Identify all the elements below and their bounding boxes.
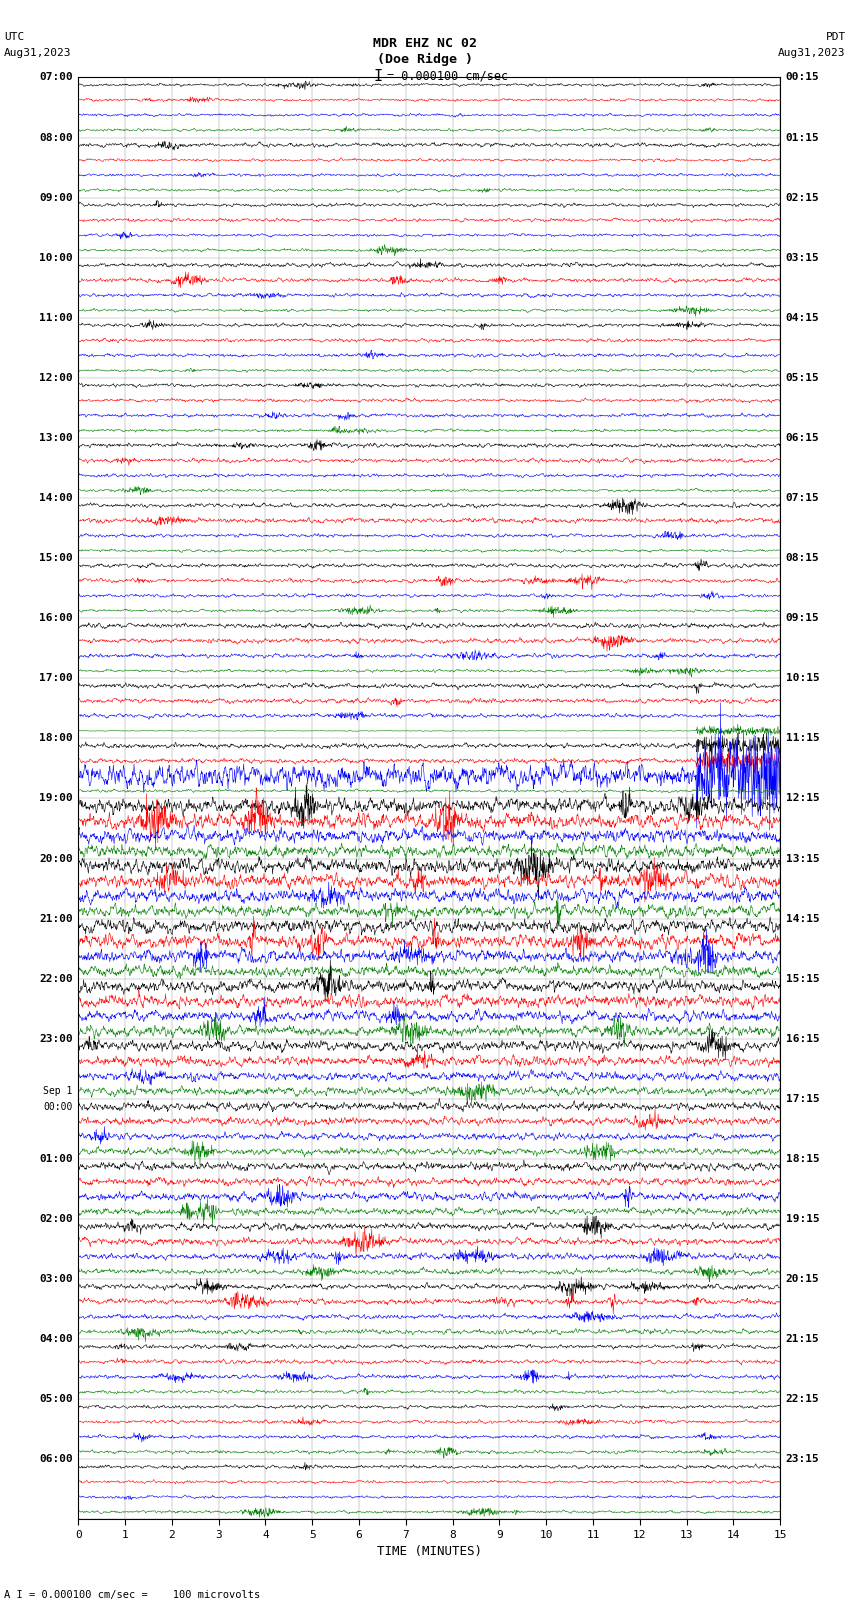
Text: I: I bbox=[374, 69, 382, 84]
Text: 00:00: 00:00 bbox=[43, 1102, 72, 1111]
Text: 04:00: 04:00 bbox=[39, 1334, 72, 1344]
Text: 10:00: 10:00 bbox=[39, 253, 72, 263]
Text: 14:00: 14:00 bbox=[39, 494, 72, 503]
Text: 11:00: 11:00 bbox=[39, 313, 72, 323]
Text: 07:00: 07:00 bbox=[39, 73, 72, 82]
Text: 09:15: 09:15 bbox=[786, 613, 819, 623]
Text: 23:15: 23:15 bbox=[786, 1455, 819, 1465]
Text: 20:15: 20:15 bbox=[786, 1274, 819, 1284]
Text: = 0.000100 cm/sec: = 0.000100 cm/sec bbox=[387, 69, 507, 82]
Text: 18:15: 18:15 bbox=[786, 1153, 819, 1165]
Text: 14:15: 14:15 bbox=[786, 913, 819, 924]
Text: 07:15: 07:15 bbox=[786, 494, 819, 503]
Text: 01:15: 01:15 bbox=[786, 132, 819, 142]
Text: 12:00: 12:00 bbox=[39, 373, 72, 382]
Text: A I = 0.000100 cm/sec =    100 microvolts: A I = 0.000100 cm/sec = 100 microvolts bbox=[4, 1590, 260, 1600]
Text: 04:15: 04:15 bbox=[786, 313, 819, 323]
Text: 21:15: 21:15 bbox=[786, 1334, 819, 1344]
Text: 08:00: 08:00 bbox=[39, 132, 72, 142]
Text: 13:00: 13:00 bbox=[39, 432, 72, 444]
Text: 19:00: 19:00 bbox=[39, 794, 72, 803]
Text: 17:00: 17:00 bbox=[39, 673, 72, 684]
Text: UTC: UTC bbox=[4, 32, 25, 42]
Text: 19:15: 19:15 bbox=[786, 1215, 819, 1224]
Text: 05:15: 05:15 bbox=[786, 373, 819, 382]
Text: 05:00: 05:00 bbox=[39, 1394, 72, 1405]
Text: 03:00: 03:00 bbox=[39, 1274, 72, 1284]
Text: 21:00: 21:00 bbox=[39, 913, 72, 924]
Text: Aug31,2023: Aug31,2023 bbox=[4, 48, 71, 58]
Text: 22:00: 22:00 bbox=[39, 974, 72, 984]
Text: 10:15: 10:15 bbox=[786, 673, 819, 684]
Text: Aug31,2023: Aug31,2023 bbox=[779, 48, 846, 58]
Text: 00:15: 00:15 bbox=[786, 73, 819, 82]
Text: 15:00: 15:00 bbox=[39, 553, 72, 563]
Text: 16:15: 16:15 bbox=[786, 1034, 819, 1044]
Text: Sep 1: Sep 1 bbox=[43, 1086, 72, 1097]
Text: 17:15: 17:15 bbox=[786, 1094, 819, 1103]
Text: 06:15: 06:15 bbox=[786, 432, 819, 444]
X-axis label: TIME (MINUTES): TIME (MINUTES) bbox=[377, 1545, 482, 1558]
Text: 22:15: 22:15 bbox=[786, 1394, 819, 1405]
Text: 09:00: 09:00 bbox=[39, 192, 72, 203]
Text: MDR EHZ NC 02: MDR EHZ NC 02 bbox=[373, 37, 477, 50]
Text: (Doe Ridge ): (Doe Ridge ) bbox=[377, 53, 473, 66]
Text: 08:15: 08:15 bbox=[786, 553, 819, 563]
Text: 18:00: 18:00 bbox=[39, 734, 72, 744]
Text: 02:15: 02:15 bbox=[786, 192, 819, 203]
Text: 23:00: 23:00 bbox=[39, 1034, 72, 1044]
Text: 13:15: 13:15 bbox=[786, 853, 819, 863]
Text: 20:00: 20:00 bbox=[39, 853, 72, 863]
Text: 02:00: 02:00 bbox=[39, 1215, 72, 1224]
Text: 12:15: 12:15 bbox=[786, 794, 819, 803]
Text: 15:15: 15:15 bbox=[786, 974, 819, 984]
Text: PDT: PDT bbox=[825, 32, 846, 42]
Text: 01:00: 01:00 bbox=[39, 1153, 72, 1165]
Text: 16:00: 16:00 bbox=[39, 613, 72, 623]
Text: 03:15: 03:15 bbox=[786, 253, 819, 263]
Text: 11:15: 11:15 bbox=[786, 734, 819, 744]
Text: 06:00: 06:00 bbox=[39, 1455, 72, 1465]
